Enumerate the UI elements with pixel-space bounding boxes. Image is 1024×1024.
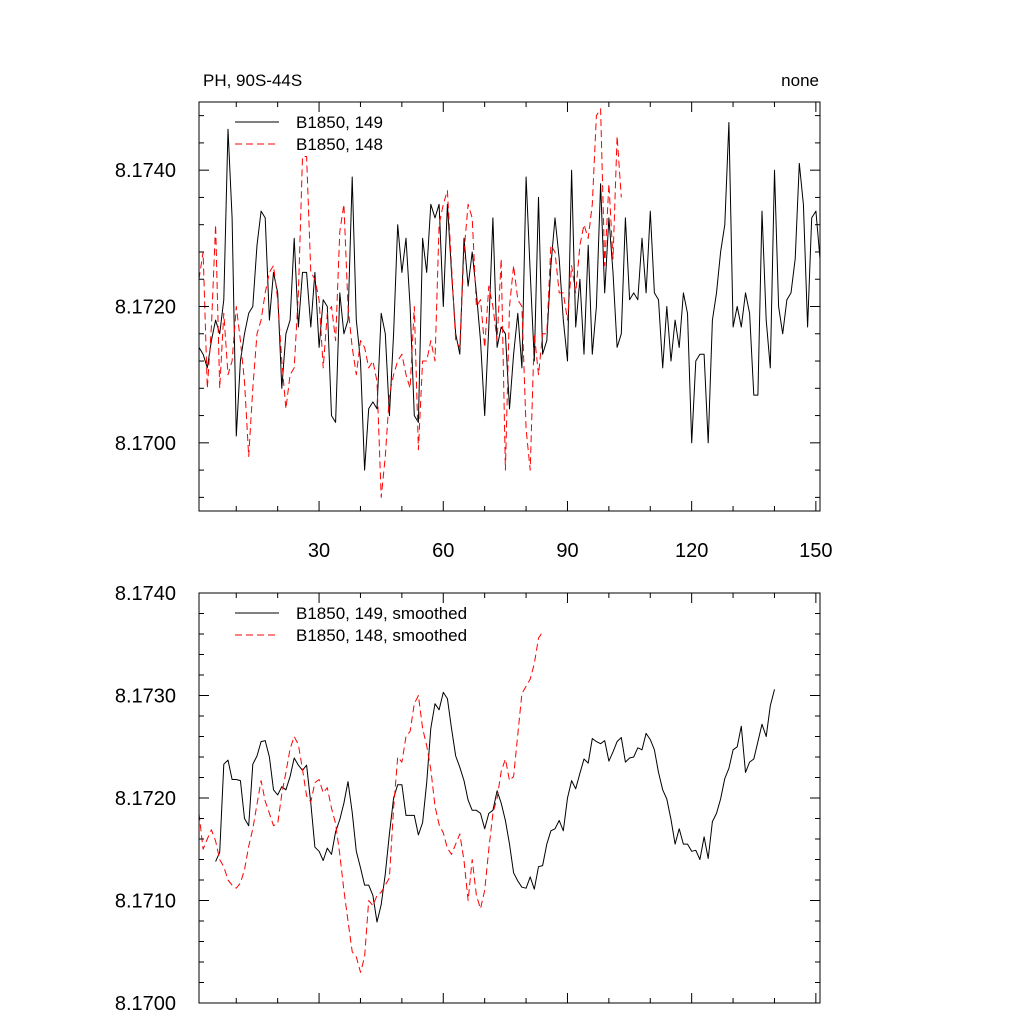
top-x-tick-label: 120 [675, 540, 708, 562]
top-panel-legend: B1850, 149 B1850, 148 [235, 113, 383, 154]
bottom-y-tick-label: 8.1710 [115, 891, 176, 913]
bottom-panel-frame [198, 592, 821, 1004]
plot-title-left: PH, 90S-44S [203, 71, 302, 90]
bottom-panel-legend: B1850, 149, smoothed B1850, 148, smoothe… [235, 604, 467, 645]
bottom-y-tick-label: 8.1730 [115, 686, 176, 708]
legend-label-smoothed-149: B1850, 149, smoothed [296, 604, 467, 623]
bottom-panel-ticks [199, 592, 820, 1004]
top-y-tick-label: 8.1720 [115, 297, 176, 319]
top-panel-labels: 30 60 90 120 150 8.1700 8.1720 8.1740 [115, 160, 833, 562]
top-x-tick-label: 90 [556, 540, 578, 562]
top-panel-lines [198, 108, 821, 498]
bottom-y-tick-label: 8.1740 [115, 583, 176, 605]
top-x-tick-label: 30 [308, 540, 330, 562]
bottom-panel: 8.1700 8.1710 8.1720 8.1730 8.1740 B1850, 14… [115, 583, 821, 1015]
legend-label-smoothed-148: B1850, 148, smoothed [296, 626, 467, 645]
top-panel: 30 60 90 120 150 8.1700 8.1720 8.1740 B1850, 14… [115, 101, 833, 562]
top-x-tick-label: 60 [432, 540, 454, 562]
legend-label-series-148: B1850, 148 [296, 135, 383, 154]
bottom-y-tick-label: 8.1700 [115, 993, 176, 1015]
top-y-tick-label: 8.1740 [115, 160, 176, 182]
top-y-tick-label: 8.1700 [115, 433, 176, 455]
bottom-panel-labels: 8.1700 8.1710 8.1720 8.1730 8.1740 [115, 583, 176, 1015]
legend-label-series-149: B1850, 149 [296, 113, 383, 132]
bottom-y-tick-label: 8.1720 [115, 788, 176, 810]
plot-title-right: none [781, 71, 819, 90]
top-panel-frame [198, 101, 821, 512]
top-panel-ticks [199, 102, 820, 511]
top-x-tick-label: 150 [799, 540, 832, 562]
bottom-panel-lines [198, 631, 775, 973]
bottom-series-line-0 [215, 689, 775, 923]
bottom-series-line-1 [198, 631, 544, 973]
top-series-line-0 [198, 122, 821, 471]
